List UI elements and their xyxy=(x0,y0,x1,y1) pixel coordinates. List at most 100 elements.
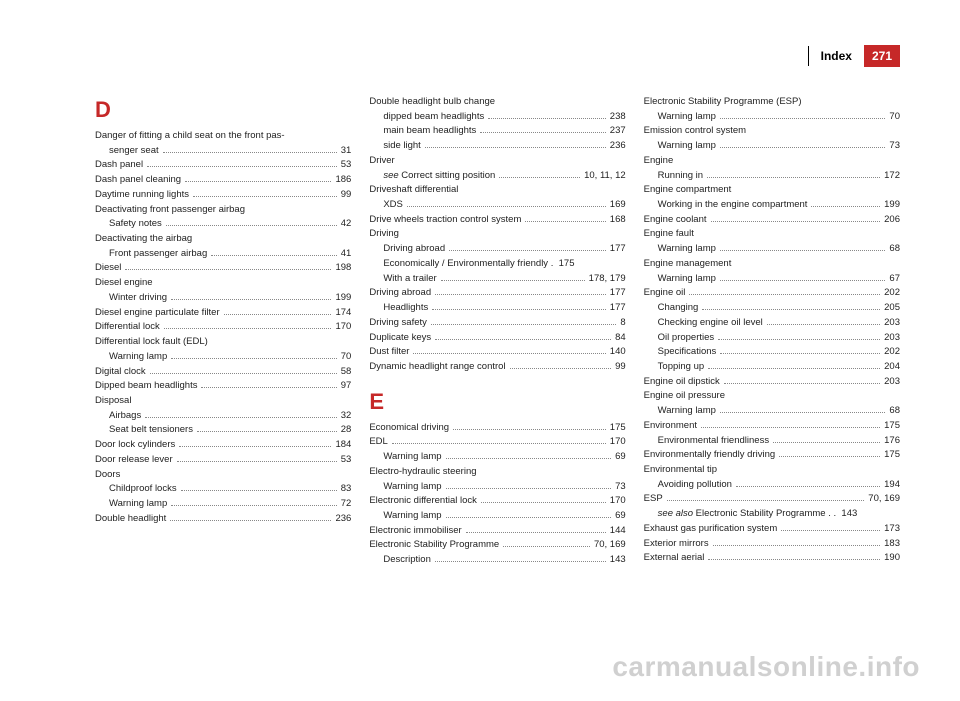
leader-dots xyxy=(702,309,880,310)
leader-dots xyxy=(145,417,337,418)
index-entry: Winter driving199 xyxy=(95,291,351,306)
index-entry-label: Warning lamp xyxy=(658,242,716,257)
index-entry-page: 58 xyxy=(341,365,352,380)
index-entry: Driving abroad177 xyxy=(369,286,625,301)
index-entry: Disposal xyxy=(95,394,351,409)
index-entry: Engine oil dipstick203 xyxy=(644,375,900,390)
leader-dots xyxy=(720,412,885,413)
index-entry-label: Engine fault xyxy=(644,227,694,242)
index-entry-page: 143 xyxy=(841,507,857,522)
index-entry-label: XDS xyxy=(383,198,403,213)
index-entry-page: 199 xyxy=(884,198,900,213)
index-entry: dipped beam headlights238 xyxy=(369,110,625,125)
index-entry: Environmentally friendly driving175 xyxy=(644,448,900,463)
index-entry-label: main beam headlights xyxy=(383,124,476,139)
index-entry-page: 140 xyxy=(610,345,626,360)
index-entry-label: Double headlight bulb change xyxy=(369,95,495,110)
index-entry: Working in the engine compartment199 xyxy=(644,198,900,213)
index-entry-page: 203 xyxy=(884,316,900,331)
index-entry: Warning lamp 68 xyxy=(644,404,900,419)
index-entry-page: 83 xyxy=(341,482,352,497)
index-entry-page: 99 xyxy=(341,188,352,203)
header-title: Index xyxy=(821,49,852,63)
index-entry-label: Diesel engine particulate filter xyxy=(95,306,220,321)
index-entry-label: Deactivating front passenger airbag xyxy=(95,203,245,218)
index-entry-label: Electronic Stability Programme xyxy=(369,538,499,553)
index-entry: Diesel198 xyxy=(95,261,351,276)
index-entry-page: 8 xyxy=(620,316,625,331)
index-entry-page: 41 xyxy=(341,247,352,262)
index-entry-label: Warning lamp xyxy=(658,404,716,419)
index-entry-label: Driver xyxy=(369,154,394,169)
index-entry: Digital clock58 xyxy=(95,365,351,380)
index-entry: Deactivating front passenger airbag xyxy=(95,203,351,218)
leader-dots xyxy=(773,442,880,443)
index-entry-page: 175 xyxy=(610,421,626,436)
leader-dots xyxy=(446,458,611,459)
index-entry: Deactivating the airbag xyxy=(95,232,351,247)
index-entry-label: Disposal xyxy=(95,394,131,409)
index-entry-label: senger seat xyxy=(109,144,159,159)
index-entry-page: 172 xyxy=(884,169,900,184)
leader-dots xyxy=(503,546,590,547)
index-entry-label: Engine oil xyxy=(644,286,686,301)
leader-dots xyxy=(720,250,885,251)
index-entry-label: Engine management xyxy=(644,257,732,272)
leader-dots xyxy=(147,166,337,167)
index-entry-page: 84 xyxy=(615,331,626,346)
index-entry-label: Environment xyxy=(644,419,697,434)
leader-dots xyxy=(181,490,337,491)
index-entry: Diesel engine xyxy=(95,276,351,291)
leader-dots xyxy=(713,545,881,546)
index-entry-label: Deactivating the airbag xyxy=(95,232,192,247)
index-entry: Driving abroad177 xyxy=(369,242,625,257)
index-entry: see also Electronic Stability Programme … xyxy=(644,507,900,522)
leader-dots xyxy=(781,530,880,531)
leader-dots xyxy=(413,353,605,354)
index-entry: Warning lamp 68 xyxy=(644,242,900,257)
leader-dots xyxy=(449,250,606,251)
index-entry-page: 68 xyxy=(889,404,900,419)
index-entry: Warning lamp70 xyxy=(95,350,351,365)
leader-dots xyxy=(193,196,337,197)
index-entry: Driveshaft differential xyxy=(369,183,625,198)
index-entry: EDL170 xyxy=(369,435,625,450)
index-entry-label: Environmental tip xyxy=(644,463,717,478)
index-entry: Engine fault xyxy=(644,227,900,242)
index-entry: Dust filter 140 xyxy=(369,345,625,360)
index-entry-label: Differential lock xyxy=(95,320,160,335)
index-entry: Electronic Stability Programme70, 169 xyxy=(369,538,625,553)
index-entry-page: 144 xyxy=(610,524,626,539)
index-entry-page: 143 xyxy=(610,553,626,568)
index-entry: Engine oil202 xyxy=(644,286,900,301)
index-entry-page: 206 xyxy=(884,213,900,228)
leader-dots xyxy=(488,118,606,119)
index-entry-page: 67 xyxy=(889,272,900,287)
index-entry-page: 186 xyxy=(335,173,351,188)
leader-dots xyxy=(125,269,331,270)
index-entry-label: Topping up xyxy=(658,360,704,375)
index-entry-label: Dynamic headlight range control xyxy=(369,360,505,375)
leader-dots xyxy=(164,328,332,329)
index-entry: Topping up204 xyxy=(644,360,900,375)
index-entry-label: Differential lock fault (EDL) xyxy=(95,335,208,350)
index-entry-page: 68 xyxy=(889,242,900,257)
index-entry-label: Driving safety xyxy=(369,316,427,331)
index-entry-page: 184 xyxy=(335,438,351,453)
index-entry-page: 203 xyxy=(884,331,900,346)
index-entry-page: 99 xyxy=(615,360,626,375)
index-entry-label: Warning lamp xyxy=(383,450,441,465)
index-entry-label: Warning lamp xyxy=(109,497,167,512)
index-entry-label: Engine compartment xyxy=(644,183,732,198)
leader-dots xyxy=(185,181,331,182)
index-entry-page: 73 xyxy=(615,480,626,495)
index-entry-label: Economically / Environmentally friendly … xyxy=(383,257,553,272)
index-entry-page: 194 xyxy=(884,478,900,493)
leader-dots xyxy=(724,383,880,384)
index-entry: With a trailer178, 179 xyxy=(369,272,625,287)
index-entry: main beam headlights237 xyxy=(369,124,625,139)
index-entry-label: Dust filter xyxy=(369,345,409,360)
index-entry-label: Electronic immobiliser xyxy=(369,524,461,539)
index-entry: Double headlight236 xyxy=(95,512,351,527)
index-entry-label: Economical driving xyxy=(369,421,449,436)
